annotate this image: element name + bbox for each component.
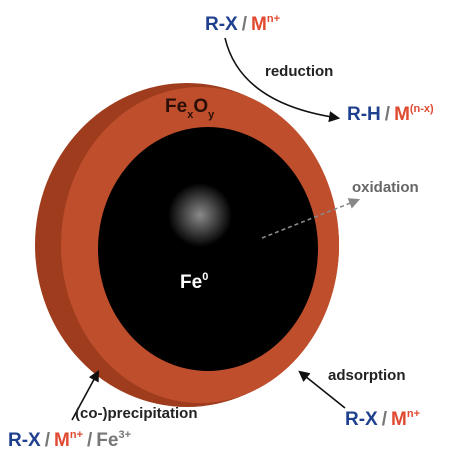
top-reactant: R-X / Mn+ — [205, 13, 280, 35]
oxidation-label: oxidation — [352, 179, 419, 196]
separator: / — [385, 104, 391, 125]
left-reactant: R-X / Mn+ / Fe3+ — [8, 429, 131, 450]
metal: M — [391, 409, 407, 430]
particle — [35, 83, 339, 407]
separator: / — [242, 14, 248, 35]
charge: n+ — [70, 429, 83, 441]
core — [98, 127, 318, 371]
superscript: 0 — [202, 271, 208, 283]
coprecipitation-label: (co-)precipitation — [75, 405, 198, 422]
charge: 3+ — [118, 429, 131, 441]
element: O — [193, 96, 208, 117]
reactant: R-X — [205, 14, 238, 35]
adsorption-label: adsorption — [328, 367, 406, 384]
charge: n+ — [267, 13, 280, 25]
separator: / — [382, 409, 388, 430]
metal: M — [394, 104, 410, 125]
subscript: y — [208, 109, 215, 121]
charge: (n-x) — [410, 103, 434, 115]
core-label: Fe0 — [180, 271, 208, 293]
oxidation-arrow — [261, 198, 361, 239]
right-reactant: R-X / Mn+ — [345, 408, 420, 430]
shell-label: FexOy — [165, 96, 215, 121]
coprecipitation-arrow — [71, 370, 100, 421]
subscript: x — [187, 109, 194, 121]
separator: / — [87, 430, 93, 450]
product: R-H — [347, 104, 381, 125]
top-product: R-H / M(n-x) — [347, 103, 434, 125]
metal: M — [251, 14, 267, 35]
metal: M — [54, 430, 70, 450]
core-center — [168, 183, 232, 247]
iron: Fe — [96, 430, 118, 450]
reduction-label: reduction — [265, 63, 333, 80]
element: Fe — [180, 272, 202, 293]
element: Fe — [165, 96, 187, 117]
reactant: R-X — [345, 409, 378, 430]
charge: n+ — [407, 408, 420, 420]
reactant: R-X — [8, 430, 41, 450]
separator: / — [45, 430, 51, 450]
adsorption-arrow — [298, 370, 346, 409]
reduction-arrow — [224, 37, 341, 123]
